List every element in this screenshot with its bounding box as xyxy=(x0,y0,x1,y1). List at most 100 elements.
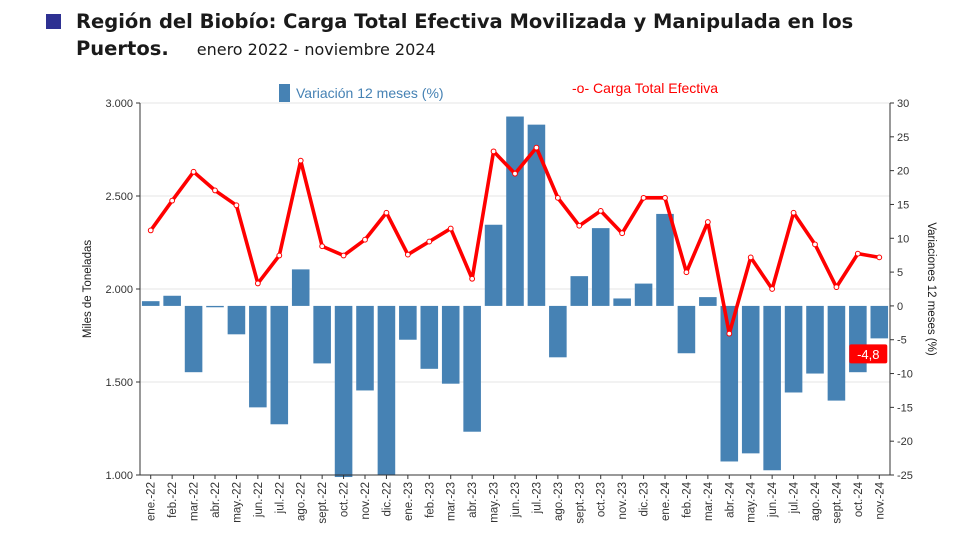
bar xyxy=(806,305,824,374)
y-axis-left-title: Miles de Toneladas xyxy=(82,240,94,338)
x-tick-label: ene.-24 xyxy=(660,481,672,521)
bar xyxy=(784,305,803,393)
x-tick-label: sept.-22 xyxy=(317,482,329,524)
bar xyxy=(527,124,546,306)
bar xyxy=(270,305,289,425)
line-point xyxy=(362,236,368,243)
bar xyxy=(506,116,524,306)
bar xyxy=(827,305,846,401)
line-point xyxy=(619,230,626,237)
x-tick-label: sept.-24 xyxy=(831,481,843,523)
x-tick-label: feb.-24 xyxy=(681,481,693,517)
bar xyxy=(377,305,396,475)
bar xyxy=(484,224,503,306)
bar xyxy=(570,276,589,306)
x-tick-label: jun.-24 xyxy=(767,481,779,518)
line-point xyxy=(833,284,840,291)
line-point xyxy=(576,222,583,229)
line-point xyxy=(769,286,776,292)
bar xyxy=(741,305,760,454)
bar xyxy=(870,305,889,339)
x-tick-label: nov.-23 xyxy=(617,482,629,520)
line-point xyxy=(854,250,861,257)
bar xyxy=(591,228,610,306)
y-right-tick-label: -15 xyxy=(897,402,913,414)
x-tick-label: jul.-22 xyxy=(274,482,286,514)
bar xyxy=(677,305,696,354)
line-point xyxy=(233,202,240,209)
x-tick-label: may.-23 xyxy=(489,482,501,523)
bar xyxy=(549,305,567,358)
line-point xyxy=(254,280,261,287)
y-right-tick-label: 0 xyxy=(897,301,903,313)
y-right-tick-label: -5 xyxy=(897,335,907,347)
x-tick-label: oct.-22 xyxy=(339,482,351,517)
y-axis-right-title: Variaciones 12 meses (%) xyxy=(925,222,937,356)
legend-bar-swatch xyxy=(279,84,290,102)
bar xyxy=(141,301,160,306)
line-point xyxy=(276,252,283,259)
line-point xyxy=(662,194,668,201)
bar xyxy=(249,305,267,408)
line-point xyxy=(747,254,754,261)
y-right-tick-label: 25 xyxy=(897,132,909,144)
line-point xyxy=(190,168,197,175)
bar xyxy=(613,298,631,306)
y-right-tick-label: 30 xyxy=(897,98,909,110)
bar xyxy=(463,305,481,432)
line-point xyxy=(726,330,733,337)
x-tick-label: ene.-22 xyxy=(146,482,158,521)
line-point xyxy=(512,170,518,177)
x-tick-label: mar.-23 xyxy=(446,482,458,521)
chart-subtitle-period: enero 2022 - noviembre 2024 xyxy=(196,40,436,59)
x-tick-label: nov.-22 xyxy=(360,482,372,520)
x-tick-label: dic.-23 xyxy=(639,482,651,517)
y-left-tick-label: 1.000 xyxy=(105,470,133,482)
x-tick-label: mar.-22 xyxy=(189,482,201,521)
callout-label: -4,8 xyxy=(857,347,879,362)
x-tick-label: jun.-23 xyxy=(510,482,522,518)
x-tick-label: nov.-24 xyxy=(874,481,886,519)
y-right-tick-label: 20 xyxy=(897,166,909,178)
x-tick-label: feb.-23 xyxy=(424,482,436,518)
bar xyxy=(420,305,439,369)
legend-bar-label: Variación 12 meses (%) xyxy=(296,85,444,101)
y-left-tick-label: 2.000 xyxy=(105,284,133,296)
y-right-tick-label: -25 xyxy=(897,470,913,482)
bar xyxy=(720,305,739,462)
line-point xyxy=(597,207,604,214)
bar-series xyxy=(141,116,889,478)
bar xyxy=(291,269,310,306)
line-point xyxy=(447,225,454,232)
line-point xyxy=(319,243,326,250)
line-point xyxy=(704,219,711,225)
line-point xyxy=(469,275,476,282)
x-tick-label: jun.-22 xyxy=(253,482,265,518)
x-tick-label: oct.-24 xyxy=(853,481,865,517)
x-tick-label: ago.-24 xyxy=(810,481,822,521)
line-point xyxy=(490,148,497,155)
legend: Variación 12 meses (%) -o- Carga Total E… xyxy=(279,80,718,102)
y-right-tick-label: -10 xyxy=(897,369,913,381)
line-point xyxy=(683,269,690,276)
x-tick-label: feb.-22 xyxy=(167,482,179,518)
y-right-tick-label: 5 xyxy=(897,267,903,279)
line-point xyxy=(812,241,818,248)
bar xyxy=(313,305,331,364)
y-left-tick-label: 1.500 xyxy=(105,377,133,389)
bar xyxy=(163,295,181,306)
line-point xyxy=(147,227,154,234)
bar xyxy=(656,213,674,306)
line-point xyxy=(212,187,218,194)
callout-box xyxy=(849,344,888,364)
bar xyxy=(184,305,203,373)
x-tick-label: oct.-23 xyxy=(596,482,608,517)
line-point xyxy=(169,197,176,204)
y-left-tick-label: 2.500 xyxy=(105,191,133,203)
line-point xyxy=(297,157,304,164)
x-tick-label: abr.-22 xyxy=(210,482,222,518)
x-tick-label: abr.-23 xyxy=(467,482,479,518)
chart-title: Región del Biobío: Carga Total Efectiva … xyxy=(76,8,956,63)
line-point xyxy=(404,251,411,258)
